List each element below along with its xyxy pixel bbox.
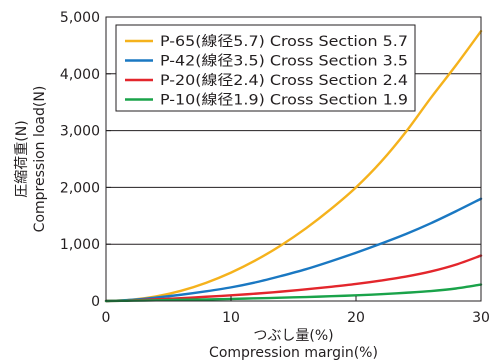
series-line-2 bbox=[104, 197, 483, 303]
axis-ticks: 0 1,000 2,000 3,000 4,000 5,000 0 10 20 30 bbox=[60, 10, 490, 326]
y-tick-label: 4,000 bbox=[60, 67, 100, 83]
legend-label: P-10(線径1.9) Cross Section 1.9 bbox=[160, 93, 408, 109]
legend-items: P-65(線径5.7) Cross Section 5.7 P-42(線径3.5)… bbox=[125, 34, 408, 109]
legend-item-4: P-10(線径1.9) Cross Section 1.9 bbox=[125, 93, 408, 109]
y-tick-label: 1,000 bbox=[60, 237, 100, 253]
legend-label: P-42(線径3.5) Cross Section 3.5 bbox=[160, 54, 408, 70]
x-tick-label: 30 bbox=[472, 310, 490, 326]
plot-frame bbox=[105, 16, 482, 302]
y-tick-label: 2,000 bbox=[60, 180, 100, 196]
series-line-4 bbox=[104, 283, 483, 303]
y-tick-label: 0 bbox=[91, 294, 100, 310]
legend-label: P-65(線径5.7) Cross Section 5.7 bbox=[160, 34, 408, 50]
y-tick-label: 3,000 bbox=[60, 124, 100, 140]
y-tick-label: 5,000 bbox=[60, 10, 100, 26]
x-axis-label-ja: つぶし量(%) bbox=[253, 328, 333, 344]
x-tick-label: 20 bbox=[347, 310, 365, 326]
x-tick-label: 10 bbox=[222, 310, 240, 326]
x-tick-label: 0 bbox=[102, 310, 111, 326]
legend-item-2: P-42(線径3.5) Cross Section 3.5 bbox=[125, 54, 408, 70]
series-line-1 bbox=[104, 30, 483, 303]
legend-label: P-20(線径2.4) Cross Section 2.4 bbox=[160, 73, 408, 89]
series-line-3 bbox=[104, 254, 483, 303]
y-axis-label-ja: 圧縮荷重(N) bbox=[14, 120, 30, 197]
legend-item-3: P-20(線径2.4) Cross Section 2.4 bbox=[125, 73, 408, 89]
legend: P-65(線径5.7) Cross Section 5.7 P-42(線径3.5)… bbox=[115, 24, 416, 112]
y-axis-label-en: Compression load(N) bbox=[32, 86, 48, 233]
legend-item-1: P-65(線径5.7) Cross Section 5.7 bbox=[125, 34, 408, 50]
legend-box bbox=[115, 24, 416, 112]
series-lines bbox=[104, 30, 483, 303]
x-axis-label-en: Compression margin(%) bbox=[209, 345, 378, 361]
